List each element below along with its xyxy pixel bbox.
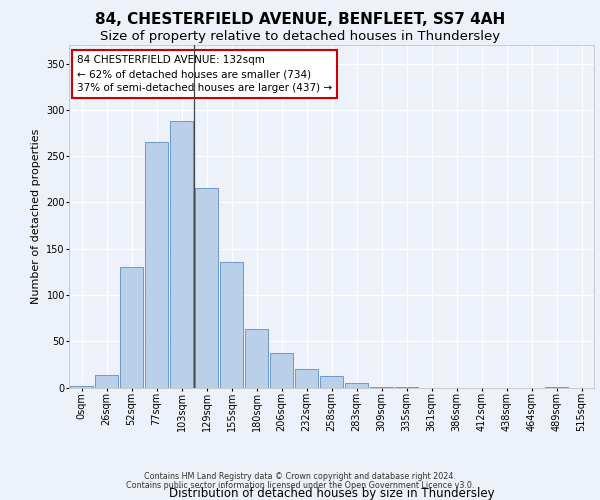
Bar xyxy=(320,376,343,388)
Bar xyxy=(170,121,193,388)
Bar xyxy=(220,262,243,388)
Text: Contains public sector information licensed under the Open Government Licence v3: Contains public sector information licen… xyxy=(126,481,474,490)
Text: 84, CHESTERFIELD AVENUE, BENFLEET, SS7 4AH: 84, CHESTERFIELD AVENUE, BENFLEET, SS7 4… xyxy=(95,12,505,28)
Text: Contains HM Land Registry data © Crown copyright and database right 2024.: Contains HM Land Registry data © Crown c… xyxy=(144,472,456,481)
Bar xyxy=(295,369,318,388)
Bar xyxy=(270,353,293,388)
Bar xyxy=(545,386,568,388)
Bar xyxy=(95,376,118,388)
Text: Size of property relative to detached houses in Thundersley: Size of property relative to detached ho… xyxy=(100,30,500,43)
Bar xyxy=(345,383,368,388)
Bar xyxy=(195,188,218,388)
X-axis label: Distribution of detached houses by size in Thundersley: Distribution of detached houses by size … xyxy=(169,486,494,500)
Bar xyxy=(145,142,168,388)
Bar xyxy=(395,386,418,388)
Y-axis label: Number of detached properties: Number of detached properties xyxy=(31,128,41,304)
Bar xyxy=(70,386,93,388)
Text: 84 CHESTERFIELD AVENUE: 132sqm
← 62% of detached houses are smaller (734)
37% of: 84 CHESTERFIELD AVENUE: 132sqm ← 62% of … xyxy=(77,56,332,94)
Bar xyxy=(245,329,268,388)
Bar xyxy=(370,386,393,388)
Bar xyxy=(120,267,143,388)
